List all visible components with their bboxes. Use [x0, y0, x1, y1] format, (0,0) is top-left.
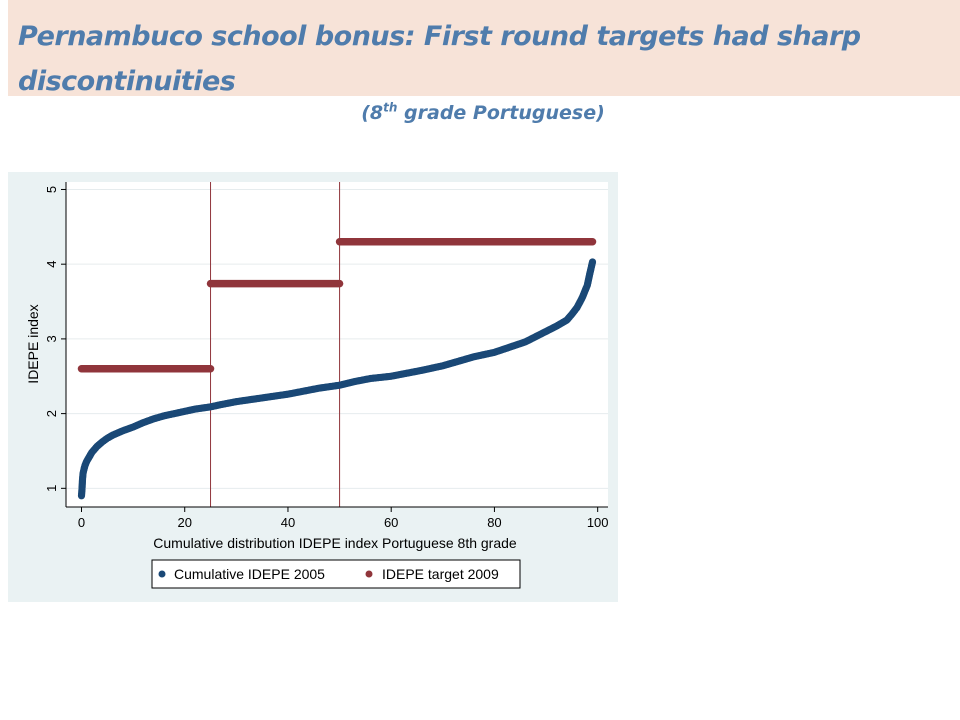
x-axis-label: Cumulative distribution IDEPE index Port…	[153, 535, 517, 551]
y-tick-label: 5	[44, 186, 59, 193]
x-tick-label: 40	[281, 515, 295, 530]
cumulative-series	[77, 258, 597, 500]
y-tick-label: 4	[44, 261, 59, 268]
cumulative-point	[588, 258, 597, 266]
x-tick-label: 20	[177, 515, 191, 530]
y-tick-label: 2	[44, 410, 59, 417]
x-ticks: 0 20 40 60 80 100	[78, 507, 609, 530]
subtitle-superscript: th	[383, 100, 398, 115]
subtitle-prefix: (8	[361, 102, 384, 124]
legend-label-cumulative: Cumulative IDEPE 2005	[174, 566, 325, 582]
slide-subtitle: (8th grade Portuguese)	[0, 102, 960, 124]
cutoff-lines	[210, 182, 341, 507]
gridlines	[66, 188, 608, 489]
legend-marker-target	[365, 570, 373, 578]
legend: Cumulative IDEPE 2005 IDEPE target 2009	[151, 559, 521, 589]
subtitle-suffix: grade Portuguese)	[397, 102, 605, 124]
chart-container: 0 20 40 60 80 100 1 2 3 4 5 Cumulative distributi…	[8, 172, 618, 602]
x-tick-label: 80	[487, 515, 501, 530]
y-tick-label: 3	[44, 335, 59, 342]
legend-label-target: IDEPE target 2009	[382, 566, 499, 582]
y-axis-label: IDEPE index	[25, 304, 41, 383]
legend-box	[151, 559, 521, 589]
x-tick-label: 0	[78, 515, 85, 530]
target-series	[77, 238, 597, 373]
slide-title: Pernambuco school bonus: First round tar…	[18, 21, 861, 97]
y-tick-label: 1	[44, 485, 59, 492]
legend-marker-cumulative	[158, 570, 166, 578]
x-tick-label: 100	[587, 515, 609, 530]
x-tick-label: 60	[384, 515, 398, 530]
chart-svg: 0 20 40 60 80 100 1 2 3 4 5 Cumulative distributi…	[8, 172, 618, 602]
axes	[65, 182, 608, 508]
y-ticks: 1 2 3 4 5	[44, 186, 66, 492]
title-banner	[8, 0, 960, 96]
